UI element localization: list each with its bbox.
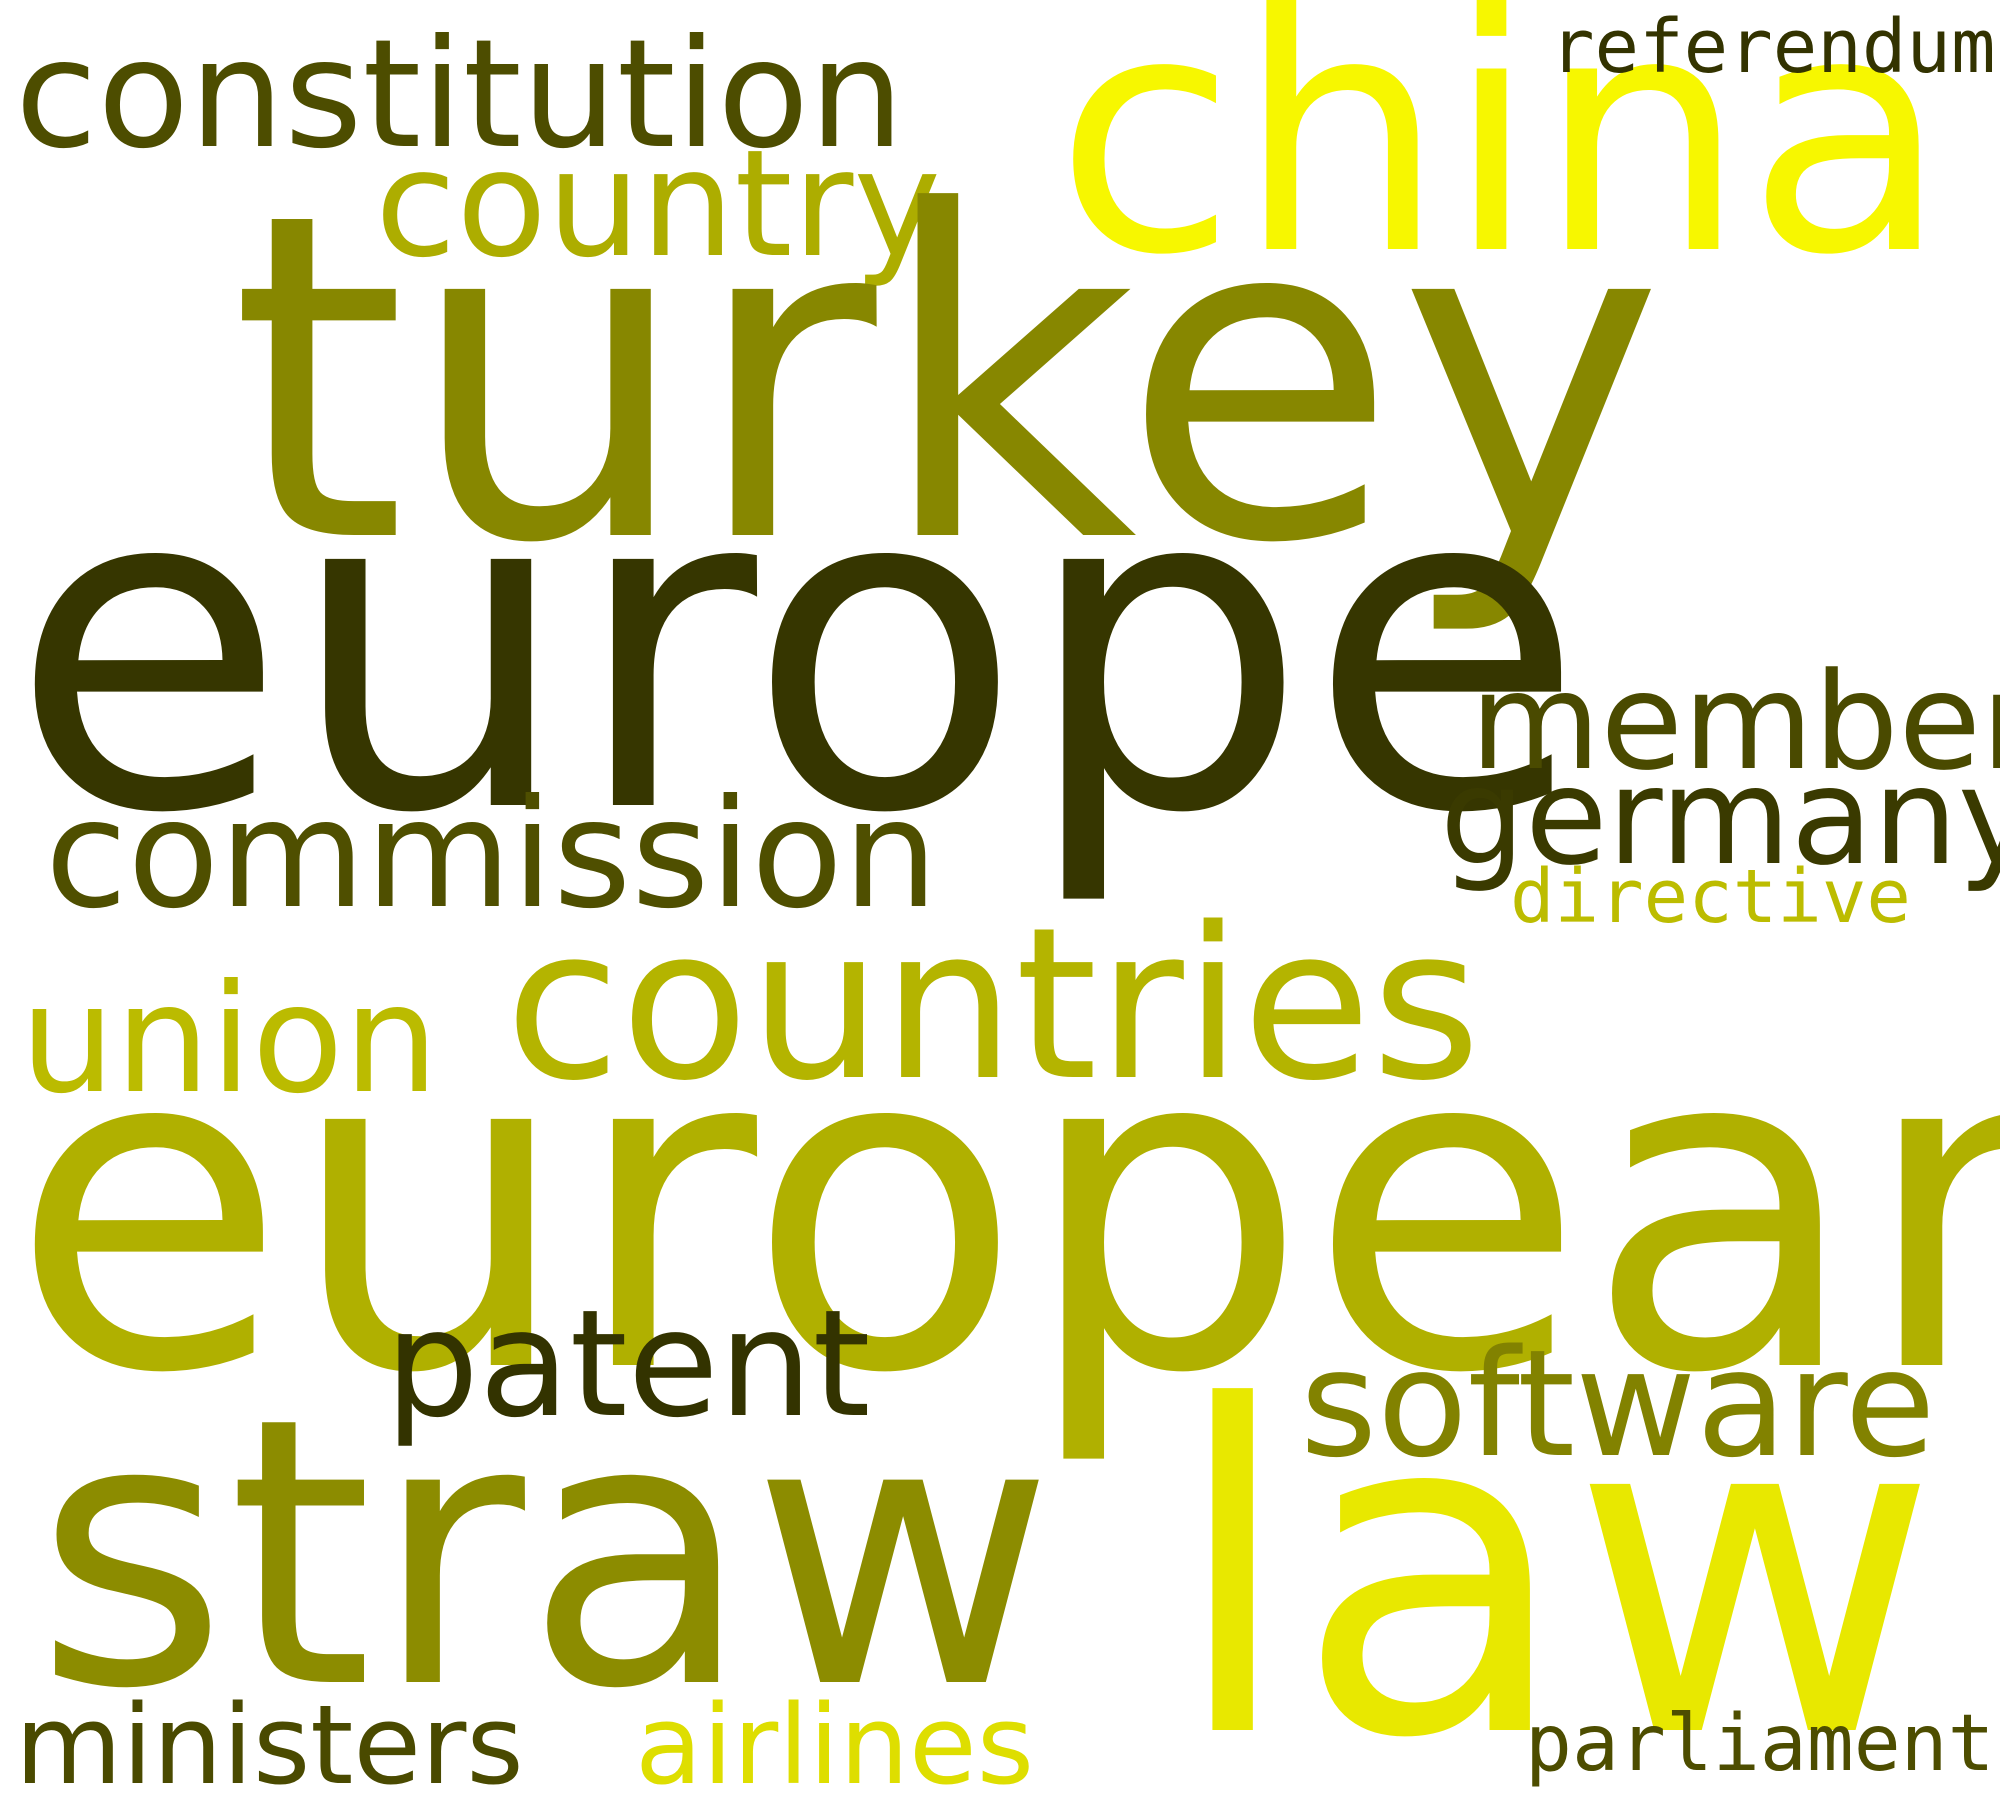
- word-straw: straw: [35, 1340, 1055, 1770]
- word-law: law: [1170, 1313, 1939, 1800]
- word-countries: countries: [505, 882, 1481, 1127]
- word-airlines: airlines: [635, 1681, 1035, 1800]
- word-country: country: [375, 118, 941, 290]
- word-european: european: [10, 948, 2000, 1472]
- word-patent: patent: [385, 1278, 871, 1450]
- word-union: union: [20, 953, 439, 1127]
- word-member: member: [1470, 644, 2000, 800]
- word-europe: europe: [10, 388, 1585, 912]
- word-constitution: constitution: [15, 8, 905, 182]
- word-directive: directive: [1510, 854, 1911, 940]
- word-china: china: [1055, 0, 1949, 327]
- word-referendum: referendum: [1550, 4, 1996, 90]
- word-commission: commission: [45, 768, 938, 942]
- word-software: software: [1300, 1318, 1936, 1490]
- word-ministers: ministers: [15, 1681, 524, 1800]
- word-turkey: turkey: [230, 118, 1665, 642]
- word-germany: germany: [1440, 739, 2000, 895]
- word-parliament: parliament: [1525, 1699, 1995, 1789]
